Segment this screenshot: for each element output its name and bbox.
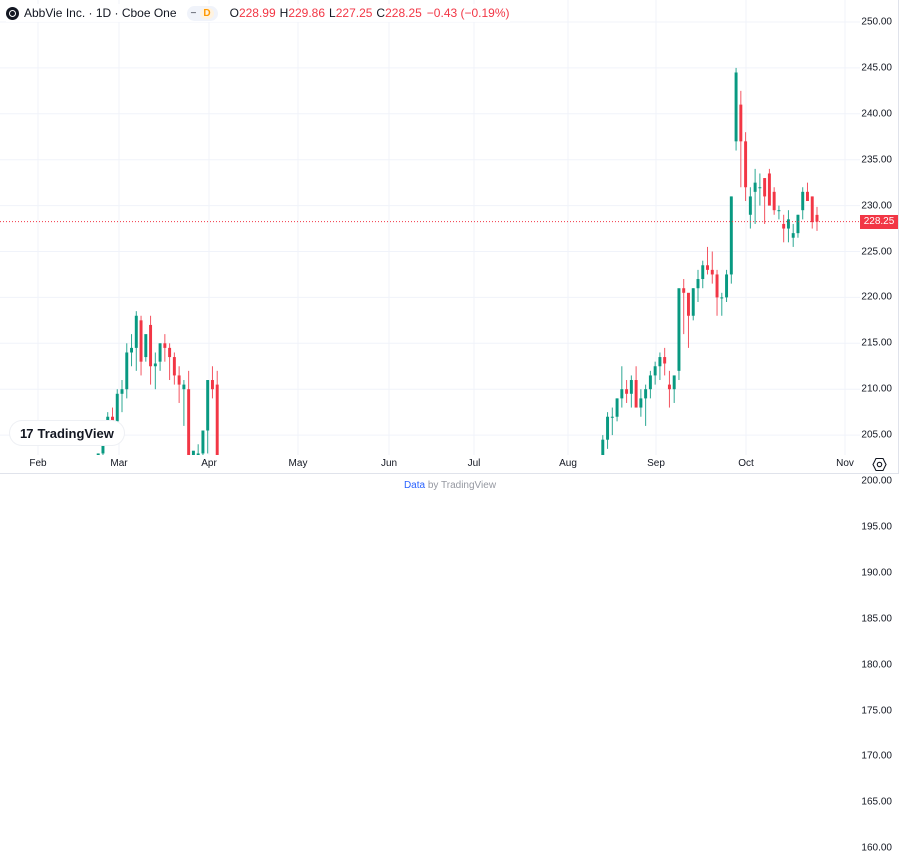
- symbol-logo-icon: [6, 6, 19, 20]
- price-tick: 230.00: [861, 200, 892, 212]
- price-tick: 250.00: [861, 16, 892, 28]
- open-value: 228.99: [238, 6, 276, 20]
- time-tick: Jul: [467, 458, 481, 469]
- data-link[interactable]: Data: [403, 480, 426, 491]
- change-value: −0.43 (−0.19%): [426, 6, 510, 20]
- price-tick: 190.00: [861, 567, 892, 579]
- price-tick: 175.00: [861, 705, 892, 716]
- market-status-pill[interactable]: − D: [186, 5, 218, 21]
- time-tick: Feb: [29, 458, 47, 469]
- tradingview-badge-label: TradingView: [37, 425, 114, 441]
- open-label: O: [229, 6, 239, 20]
- settings-gear-icon[interactable]: [872, 457, 887, 472]
- chart-plot-area[interactable]: [0, 0, 860, 455]
- close-value: 228.25: [385, 6, 422, 20]
- attribution-footer: Data by TradingView: [0, 480, 900, 491]
- price-tick: 245.00: [861, 62, 892, 74]
- price-tick: 220.00: [861, 291, 892, 303]
- attribution-text: by TradingView: [425, 480, 497, 491]
- price-tick: 185.00: [861, 613, 892, 625]
- time-tick: Mar: [110, 458, 128, 469]
- time-tick: Sep: [647, 458, 665, 469]
- time-tick: May: [288, 458, 308, 469]
- time-tick: Oct: [738, 458, 754, 469]
- price-tick: 195.00: [861, 521, 892, 533]
- last-price-label: 228.25: [860, 214, 898, 229]
- price-tick: 170.00: [861, 750, 892, 762]
- high-label: H: [279, 6, 289, 20]
- time-tick: Nov: [836, 458, 854, 469]
- tradingview-logo-icon: 17: [20, 425, 34, 441]
- delayed-data-flag: D: [200, 7, 214, 19]
- symbol-title[interactable]: AbbVie Inc. · 1D · Cboe One: [24, 6, 177, 20]
- price-tick: 160.00: [861, 842, 892, 854]
- price-tick: 165.00: [861, 796, 892, 808]
- close-label: C: [376, 6, 386, 20]
- price-tick: 240.00: [861, 108, 892, 120]
- high-value: 229.86: [288, 6, 326, 20]
- minus-icon: −: [190, 7, 197, 19]
- time-axis[interactable]: Feb Mar Apr May Jun Jul Aug Sep Oct Nov: [0, 455, 860, 473]
- time-tick: Aug: [559, 458, 577, 469]
- price-tick: 205.00: [861, 429, 892, 441]
- price-tick: 225.00: [861, 246, 892, 257]
- tradingview-badge[interactable]: 17 TradingView: [10, 421, 124, 445]
- price-tick: 215.00: [861, 337, 892, 349]
- chart-legend-header: AbbVie Inc. · 1D · Cboe One − D O 228.99 …: [6, 4, 510, 22]
- price-tick: 210.00: [861, 383, 892, 395]
- price-tick: 180.00: [861, 659, 892, 671]
- low-label: L: [329, 6, 336, 20]
- low-value: 227.25: [335, 6, 373, 20]
- candlestick-chart[interactable]: [0, 0, 860, 455]
- time-tick: Jun: [380, 458, 398, 469]
- price-tick: 200.00: [861, 475, 892, 487]
- time-tick: Apr: [201, 458, 217, 469]
- chart-frame: [0, 0, 899, 474]
- price-tick: 235.00: [861, 154, 892, 166]
